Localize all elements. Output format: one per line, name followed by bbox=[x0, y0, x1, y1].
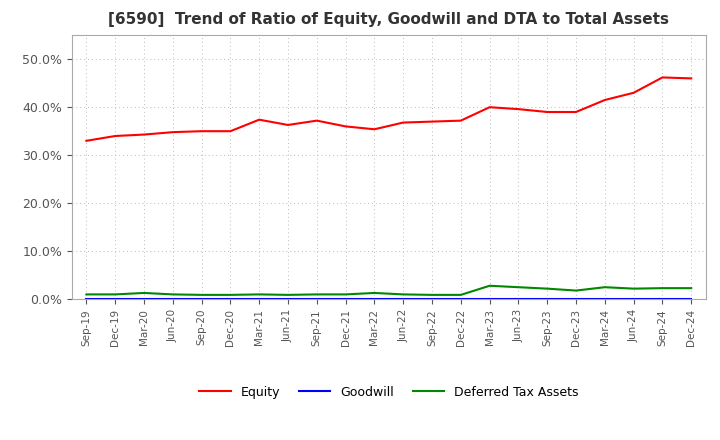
Line: Equity: Equity bbox=[86, 77, 691, 141]
Goodwill bbox=[370, 297, 379, 302]
Goodwill bbox=[226, 297, 235, 302]
Deferred Tax Assets bbox=[687, 286, 696, 291]
Deferred Tax Assets bbox=[370, 290, 379, 296]
Equity bbox=[514, 106, 523, 112]
Deferred Tax Assets bbox=[284, 292, 292, 297]
Equity bbox=[341, 124, 350, 129]
Line: Deferred Tax Assets: Deferred Tax Assets bbox=[86, 286, 691, 295]
Equity bbox=[226, 128, 235, 134]
Equity bbox=[82, 138, 91, 143]
Goodwill bbox=[658, 297, 667, 302]
Goodwill bbox=[514, 297, 523, 302]
Deferred Tax Assets bbox=[197, 292, 206, 297]
Equity bbox=[658, 75, 667, 80]
Goodwill bbox=[255, 297, 264, 302]
Equity bbox=[543, 110, 552, 115]
Deferred Tax Assets bbox=[140, 290, 148, 296]
Equity bbox=[399, 120, 408, 125]
Equity bbox=[284, 122, 292, 128]
Goodwill bbox=[168, 297, 177, 302]
Equity bbox=[140, 132, 148, 137]
Goodwill bbox=[629, 297, 638, 302]
Equity bbox=[687, 76, 696, 81]
Equity bbox=[370, 127, 379, 132]
Deferred Tax Assets bbox=[341, 292, 350, 297]
Deferred Tax Assets bbox=[456, 292, 465, 297]
Equity bbox=[485, 105, 494, 110]
Title: [6590]  Trend of Ratio of Equity, Goodwill and DTA to Total Assets: [6590] Trend of Ratio of Equity, Goodwil… bbox=[108, 12, 670, 27]
Goodwill bbox=[600, 297, 609, 302]
Equity bbox=[312, 118, 321, 123]
Goodwill bbox=[485, 297, 494, 302]
Deferred Tax Assets bbox=[399, 292, 408, 297]
Deferred Tax Assets bbox=[543, 286, 552, 291]
Deferred Tax Assets bbox=[82, 292, 91, 297]
Deferred Tax Assets bbox=[572, 288, 580, 293]
Deferred Tax Assets bbox=[168, 292, 177, 297]
Goodwill bbox=[687, 297, 696, 302]
Equity bbox=[428, 119, 436, 124]
Legend: Equity, Goodwill, Deferred Tax Assets: Equity, Goodwill, Deferred Tax Assets bbox=[194, 381, 583, 404]
Goodwill bbox=[428, 297, 436, 302]
Deferred Tax Assets bbox=[485, 283, 494, 288]
Deferred Tax Assets bbox=[428, 292, 436, 297]
Goodwill bbox=[399, 297, 408, 302]
Equity bbox=[629, 90, 638, 95]
Equity bbox=[572, 110, 580, 115]
Goodwill bbox=[140, 297, 148, 302]
Goodwill bbox=[111, 297, 120, 302]
Goodwill bbox=[572, 297, 580, 302]
Goodwill bbox=[456, 297, 465, 302]
Equity bbox=[600, 97, 609, 103]
Equity bbox=[197, 128, 206, 134]
Deferred Tax Assets bbox=[658, 286, 667, 291]
Equity bbox=[255, 117, 264, 122]
Deferred Tax Assets bbox=[629, 286, 638, 291]
Deferred Tax Assets bbox=[226, 292, 235, 297]
Equity bbox=[456, 118, 465, 123]
Goodwill bbox=[284, 297, 292, 302]
Equity bbox=[168, 129, 177, 135]
Goodwill bbox=[197, 297, 206, 302]
Goodwill bbox=[543, 297, 552, 302]
Goodwill bbox=[82, 297, 91, 302]
Goodwill bbox=[312, 297, 321, 302]
Deferred Tax Assets bbox=[255, 292, 264, 297]
Equity bbox=[111, 133, 120, 139]
Deferred Tax Assets bbox=[600, 285, 609, 290]
Deferred Tax Assets bbox=[111, 292, 120, 297]
Deferred Tax Assets bbox=[312, 292, 321, 297]
Goodwill bbox=[341, 297, 350, 302]
Deferred Tax Assets bbox=[514, 285, 523, 290]
